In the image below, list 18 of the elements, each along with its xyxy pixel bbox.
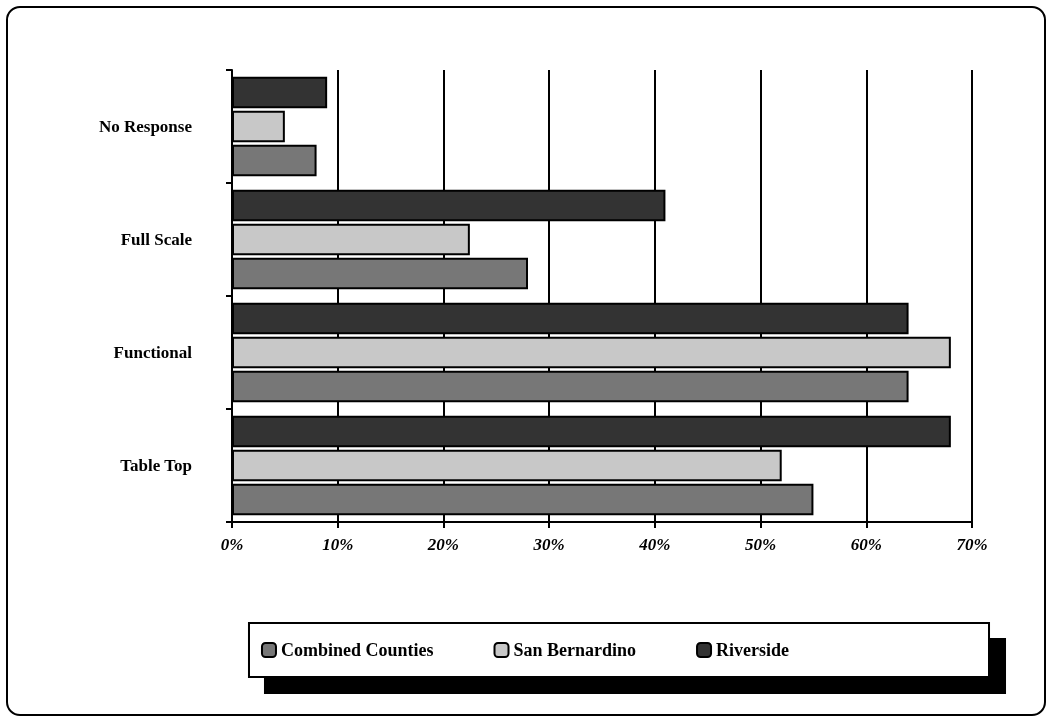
bar [232, 76, 328, 109]
x-tick-label: 60% [850, 535, 882, 554]
bar [232, 144, 317, 177]
x-tick-label: 20% [426, 535, 460, 554]
legend-label: San Bernardino [513, 640, 637, 660]
y-tick-label: Functional [113, 343, 193, 362]
x-tick-label: 50% [744, 535, 777, 554]
bar [232, 110, 285, 143]
x-tick-label: 0% [220, 535, 244, 554]
legend-label: Riverside [716, 640, 790, 660]
x-tick-label: 10% [322, 535, 354, 554]
legend-label: Combined Counties [280, 640, 434, 660]
y-tick-label: No Response [98, 117, 193, 136]
y-tick-label: Table Top [120, 456, 192, 475]
x-tick-label: 70% [956, 535, 988, 554]
y-tick-label: Full Scale [120, 230, 193, 249]
x-tick-label: 40% [638, 535, 671, 554]
x-tick-label: 30% [532, 535, 565, 554]
